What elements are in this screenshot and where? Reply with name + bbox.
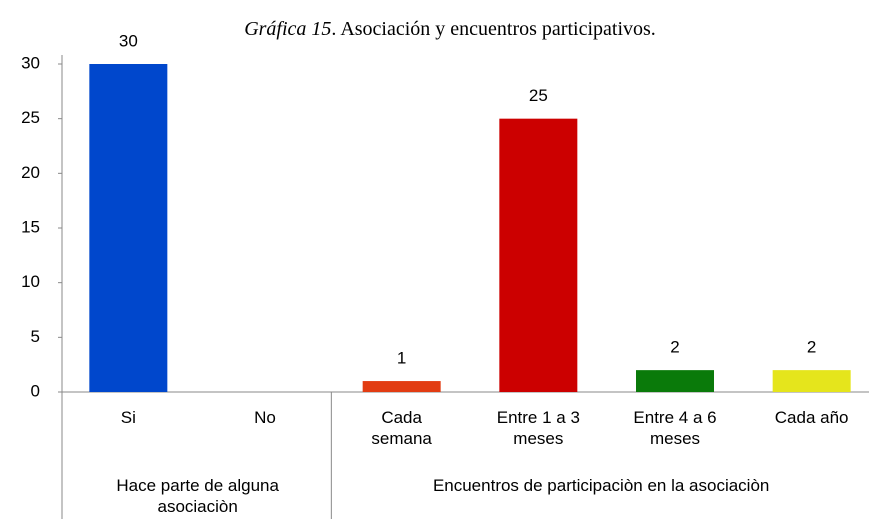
x-tick-label: Entre 1 a 3 meses xyxy=(496,408,580,448)
bar xyxy=(636,370,714,392)
data-label: 30 xyxy=(119,31,138,50)
bar xyxy=(89,64,168,392)
x-tick-label: No xyxy=(254,408,276,427)
title-text: . Asociación y encuentros participativos… xyxy=(331,18,655,40)
title-prefix: Gráfica 15 xyxy=(244,18,331,40)
y-tick-label: 5 xyxy=(31,327,40,346)
data-label: 2 xyxy=(670,338,679,357)
group-label: Hace parte de alguna asociaciòn xyxy=(116,476,279,516)
y-tick-label: 15 xyxy=(21,217,40,236)
y-tick-label: 10 xyxy=(21,272,40,291)
x-tick-label: Cada año xyxy=(774,408,849,427)
group-label: Encuentros de participaciòn en la asocia… xyxy=(432,476,770,495)
bar xyxy=(499,118,578,393)
data-label: 2 xyxy=(807,338,816,357)
x-tick-label: Si xyxy=(120,408,136,427)
x-tick-label: Entre 4 a 6 meses xyxy=(633,408,717,448)
y-tick-label: 0 xyxy=(31,381,40,400)
bar xyxy=(362,381,441,392)
y-tick-label: 25 xyxy=(21,108,40,127)
bar xyxy=(772,370,851,392)
y-tick-label: 30 xyxy=(21,53,40,72)
data-label: 25 xyxy=(529,86,548,105)
y-tick-label: 20 xyxy=(21,163,40,182)
data-label: 1 xyxy=(397,349,406,368)
chart-title: Gráfica 15. Asociación y encuentros part… xyxy=(244,18,656,40)
x-tick-label: Cada semana xyxy=(371,408,432,448)
